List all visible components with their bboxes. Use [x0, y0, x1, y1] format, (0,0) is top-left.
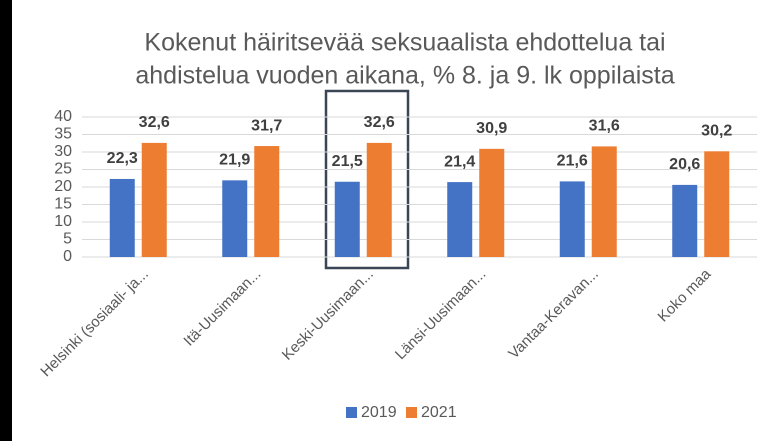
bar: [447, 182, 473, 257]
bar: [704, 151, 730, 257]
y-tick-label: 35: [54, 126, 72, 143]
bar: [334, 181, 360, 257]
value-label: 21,5: [332, 153, 363, 170]
y-tick-label: 0: [63, 248, 72, 265]
y-tick-label: 20: [54, 178, 72, 195]
bar: [366, 142, 392, 257]
value-label: 22,3: [107, 150, 138, 167]
bar: [479, 148, 505, 257]
value-label: 21,9: [219, 152, 250, 169]
y-tick-label: 30: [54, 143, 72, 160]
value-label: 32,6: [139, 114, 170, 131]
value-label: 20,6: [669, 156, 700, 173]
y-tick-label: 40: [54, 108, 72, 125]
value-label: 31,7: [251, 117, 282, 134]
chart-title: Kokenut häiritsevää seksuaalista ehdotte…: [144, 29, 665, 57]
value-label: 21,6: [557, 153, 588, 170]
highlight-box: [324, 89, 410, 270]
bar: [672, 184, 698, 257]
value-label: 30,9: [476, 120, 507, 137]
bar: [141, 142, 167, 257]
value-label: 21,4: [444, 153, 475, 170]
legend-label: 2021: [421, 404, 457, 421]
screen-edge: [0, 0, 12, 441]
bar: [591, 146, 617, 257]
legend-swatch: [406, 407, 417, 418]
chart-title: ahdistelua vuoden aikana, % 8. ja 9. lk …: [135, 62, 674, 90]
y-tick-label: 15: [54, 196, 72, 213]
legend-swatch: [346, 407, 357, 418]
bar: [109, 178, 135, 257]
value-label: 32,6: [364, 114, 395, 131]
y-tick-label: 5: [63, 231, 72, 248]
value-label: 31,6: [589, 118, 620, 135]
bar: [254, 146, 280, 257]
y-tick-label: 25: [54, 161, 72, 178]
bar: [559, 181, 585, 257]
legend-label: 2019: [361, 404, 397, 421]
y-tick-label: 10: [54, 213, 72, 230]
value-label: 30,2: [701, 123, 732, 140]
bar: [222, 180, 248, 257]
